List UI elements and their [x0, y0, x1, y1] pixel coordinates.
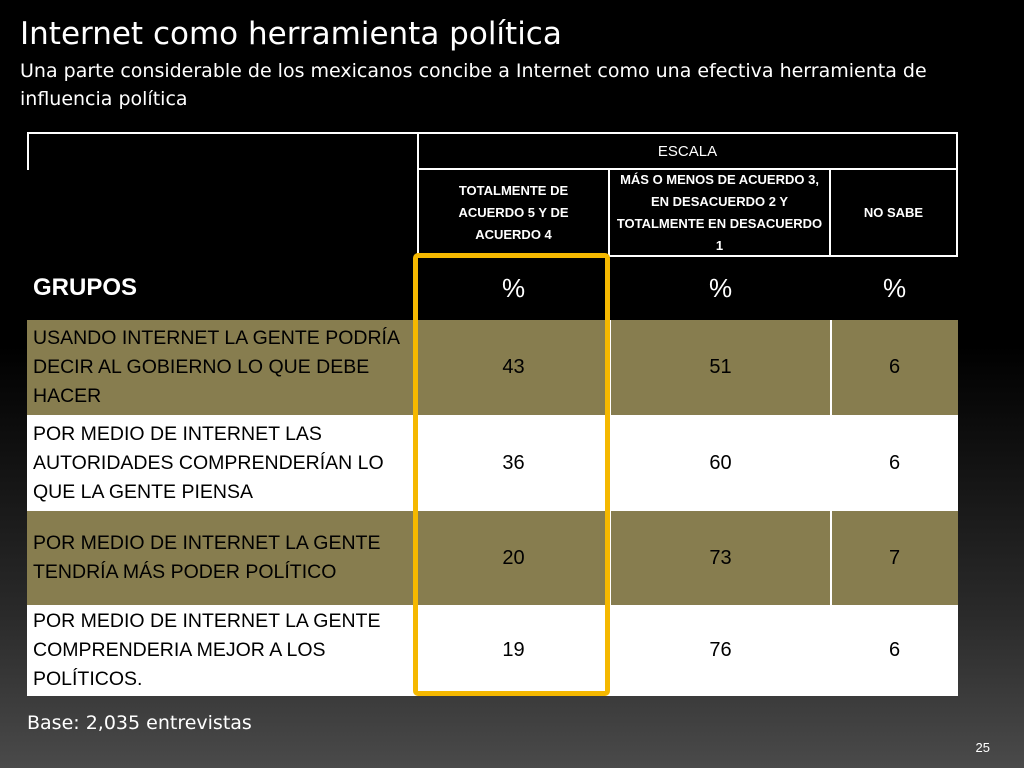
table-row: POR MEDIO DE INTERNET LAS AUTORIDADES CO…: [27, 415, 958, 511]
value-neutral-disagree: 76: [709, 639, 732, 661]
value-neutral-disagree: 73: [709, 546, 732, 569]
header-divider: [27, 132, 417, 134]
value-dont-know: 7: [888, 546, 901, 569]
table-row: POR MEDIO DE INTERNET LA GENTE COMPRENDE…: [27, 605, 958, 696]
value-dont-know: 6: [888, 356, 901, 378]
column-header-agree: TOTALMENTE DE ACUERDO 5 Y DE ACUERDO 4: [417, 170, 610, 257]
row-label: POR MEDIO DE INTERNET LA GENTE TENDRÍA M…: [33, 532, 381, 583]
value-agree: 36: [502, 451, 525, 474]
row-label: POR MEDIO DE INTERNET LAS AUTORIDADES CO…: [33, 422, 384, 503]
column-divider: [416, 320, 418, 696]
value-neutral-disagree: 51: [709, 356, 732, 378]
value-agree: 19: [502, 639, 525, 661]
column-divider: [609, 320, 611, 696]
column-header-neutral-disagree: MÁS O MENOS DE ACUERDO 3, EN DESACUERDO …: [610, 170, 831, 257]
value-dont-know: 6: [888, 639, 901, 661]
sample-base-note: Base: 2,035 entrevistas: [27, 712, 252, 734]
table-row: POR MEDIO DE INTERNET LA GENTE TENDRÍA M…: [27, 511, 958, 605]
scale-header: ESCALA: [417, 132, 958, 170]
slide-title: Internet como herramienta política: [20, 16, 562, 52]
row-label: USANDO INTERNET LA GENTE PODRÍA DECIR AL…: [33, 327, 399, 407]
table-row: USANDO INTERNET LA GENTE PODRÍA DECIR AL…: [27, 320, 958, 415]
column-header-dont-know: NO SABE: [831, 170, 958, 257]
page-number: 25: [975, 740, 990, 755]
unit-label: %: [882, 273, 907, 303]
value-neutral-disagree: 60: [709, 451, 732, 474]
unit-label: %: [501, 273, 526, 303]
slide-subtitle: Una parte considerable de los mexicanos …: [20, 60, 927, 110]
row-label: POR MEDIO DE INTERNET LA GENTE COMPRENDE…: [33, 610, 381, 690]
unit-label: %: [708, 273, 733, 303]
header-divider: [27, 132, 29, 170]
groups-label: GRUPOS: [33, 274, 138, 301]
value-agree: 43: [502, 356, 525, 378]
value-agree: 20: [502, 546, 525, 569]
value-dont-know: 6: [888, 451, 901, 474]
column-divider: [830, 320, 832, 696]
